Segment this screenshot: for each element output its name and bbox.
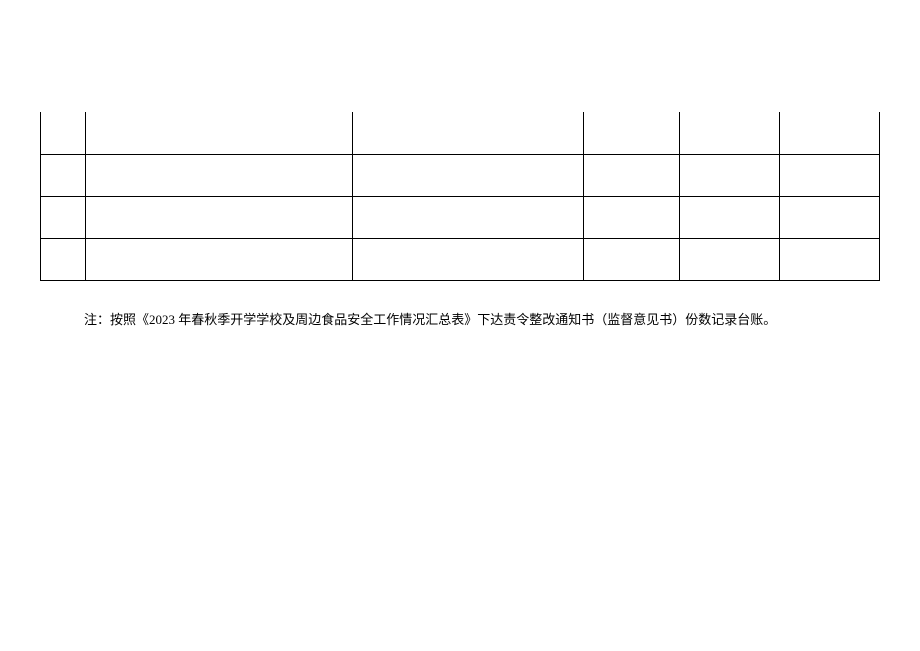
table-cell	[680, 154, 780, 196]
table-cell	[584, 196, 680, 238]
table-row	[41, 154, 880, 196]
table-cell	[680, 196, 780, 238]
footer-note: 注：按照《2023 年春秋季开学学校及周边食品安全工作情况汇总表》下达责令整改通…	[84, 310, 776, 330]
table-cell	[584, 112, 680, 154]
table-cell	[352, 238, 584, 280]
records-table	[40, 112, 880, 281]
table-cell	[584, 238, 680, 280]
table-cell	[680, 238, 780, 280]
table-cell	[85, 112, 352, 154]
table-row	[41, 196, 880, 238]
table-cell	[85, 154, 352, 196]
table-row	[41, 238, 880, 280]
table-cell	[352, 196, 584, 238]
table-cell	[584, 154, 680, 196]
table-cell	[352, 112, 584, 154]
table-cell	[41, 238, 86, 280]
table-cell	[352, 154, 584, 196]
table-cell	[780, 112, 880, 154]
table-row	[41, 112, 880, 154]
table-cell	[780, 238, 880, 280]
table-cell	[85, 196, 352, 238]
table-cell	[780, 196, 880, 238]
table-cell	[780, 154, 880, 196]
table-cell	[85, 238, 352, 280]
table-cell	[41, 196, 86, 238]
table-cell	[41, 112, 86, 154]
table-cell	[680, 112, 780, 154]
records-table-container	[40, 112, 880, 281]
table-cell	[41, 154, 86, 196]
